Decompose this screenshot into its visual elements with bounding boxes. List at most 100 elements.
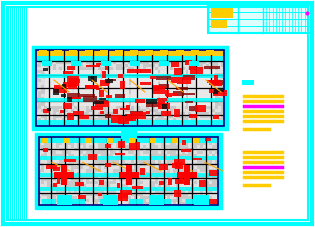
Bar <box>179 199 181 202</box>
Bar <box>104 163 106 165</box>
Bar <box>134 172 136 175</box>
Bar <box>98 154 100 156</box>
Bar <box>137 166 140 168</box>
Bar <box>179 178 183 183</box>
Bar <box>92 79 94 81</box>
Bar <box>212 145 215 148</box>
Bar <box>188 58 191 61</box>
Bar <box>50 88 53 91</box>
Bar <box>134 148 136 151</box>
Bar <box>193 158 203 160</box>
Bar <box>74 187 77 190</box>
Bar <box>50 187 53 190</box>
Bar <box>110 115 112 118</box>
Bar <box>164 115 167 118</box>
Bar <box>47 97 49 99</box>
Bar <box>158 196 161 198</box>
Bar <box>176 109 179 111</box>
Bar <box>143 106 146 109</box>
Bar <box>125 100 128 103</box>
Bar <box>203 67 205 69</box>
Bar <box>47 172 49 175</box>
Bar <box>143 109 146 111</box>
Bar <box>158 67 161 69</box>
Bar <box>209 100 211 103</box>
Bar <box>140 187 142 190</box>
Bar <box>104 106 106 109</box>
Bar <box>74 52 77 54</box>
Bar <box>188 181 191 183</box>
Bar <box>83 52 85 54</box>
Bar <box>191 166 193 168</box>
Bar <box>77 49 79 52</box>
Bar <box>42 61 52 66</box>
Bar <box>122 61 124 64</box>
Bar <box>98 202 100 205</box>
Bar <box>38 148 41 151</box>
Bar <box>62 142 65 145</box>
Bar <box>100 199 114 204</box>
Bar <box>89 55 91 57</box>
Bar <box>125 121 128 123</box>
Bar <box>83 58 85 61</box>
Bar <box>92 172 94 175</box>
Bar <box>53 163 55 165</box>
Bar <box>125 190 128 192</box>
Bar <box>158 136 161 138</box>
Bar <box>50 205 53 207</box>
Bar <box>98 118 100 121</box>
Bar <box>41 187 43 190</box>
Bar <box>50 148 53 151</box>
Bar <box>41 112 43 114</box>
Bar <box>176 67 179 69</box>
Bar <box>86 64 89 67</box>
Bar <box>110 49 112 52</box>
Bar <box>212 64 215 67</box>
Bar <box>224 109 226 111</box>
Bar <box>207 199 217 204</box>
Bar <box>214 75 218 81</box>
Bar <box>167 106 169 109</box>
Bar <box>71 205 73 207</box>
Bar <box>41 79 43 81</box>
Bar <box>101 118 104 121</box>
Bar <box>218 169 220 172</box>
Bar <box>35 85 37 87</box>
Bar <box>137 85 140 87</box>
Bar <box>116 124 118 126</box>
Bar <box>179 106 181 109</box>
Bar <box>206 202 209 205</box>
Bar <box>128 121 130 123</box>
Bar <box>170 106 173 109</box>
Bar <box>92 142 94 145</box>
Bar <box>224 85 226 87</box>
Bar <box>110 139 112 141</box>
Bar <box>125 166 128 168</box>
Bar <box>47 139 49 141</box>
Bar <box>79 115 89 119</box>
Bar <box>218 82 220 84</box>
Bar <box>182 205 185 207</box>
Bar <box>74 145 77 148</box>
Bar <box>35 55 37 57</box>
Bar <box>167 76 169 79</box>
Bar <box>65 85 67 87</box>
Bar <box>209 136 211 138</box>
Bar <box>149 67 152 69</box>
Bar <box>80 136 83 138</box>
Bar <box>104 193 106 195</box>
Bar <box>59 190 61 192</box>
Bar <box>125 178 128 180</box>
Bar <box>155 151 158 153</box>
Bar <box>164 91 167 94</box>
Bar <box>44 58 47 61</box>
Bar <box>92 139 94 141</box>
Bar <box>44 193 47 195</box>
Bar <box>50 100 53 103</box>
Bar <box>80 112 83 114</box>
Bar <box>203 148 205 151</box>
Bar <box>63 103 72 109</box>
Bar <box>86 199 89 202</box>
Bar <box>68 94 71 96</box>
Bar <box>200 85 203 87</box>
